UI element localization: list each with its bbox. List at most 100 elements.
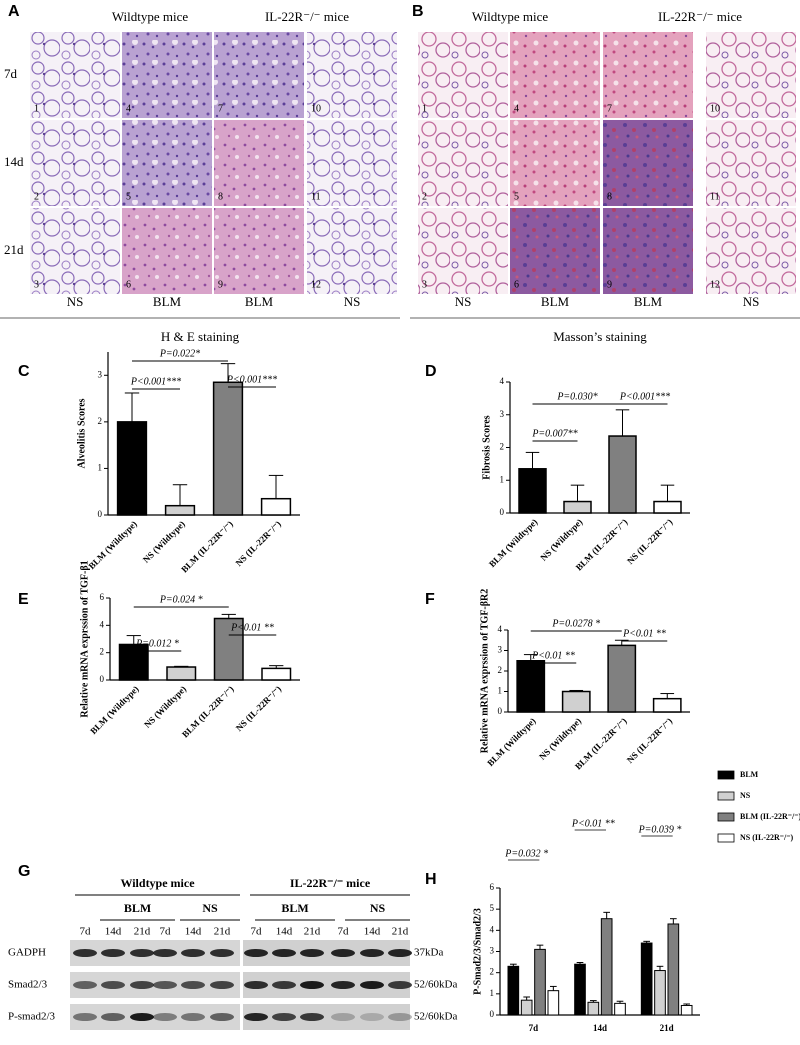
size-label: 52/60kDa [414,1011,458,1023]
size-label: 37kDa [414,947,443,959]
y-tick-label: 4 [100,619,105,629]
blot-band [181,981,205,989]
image-number: 9 [218,279,223,290]
image-number: 7 [607,103,612,114]
treatment-label: BLM [124,901,151,915]
legend-swatch [717,791,735,801]
x-tick-label: BLM (Wildtype) [485,716,537,768]
micrograph [418,208,508,294]
y-tick-label: 6 [100,592,105,602]
bar [520,999,533,1016]
image-number: 3 [422,279,427,290]
row-label: 7d [4,66,18,81]
blot-band [331,949,355,957]
lane-label: 14d [105,926,122,938]
blot-band [181,949,205,957]
column-label: NS [344,294,361,309]
size-label: 52/60kDa [414,979,458,991]
blot-band [388,1013,412,1021]
y-tick-label: 2 [498,665,503,675]
bar [518,468,547,514]
y-tick-label: 3 [498,645,503,655]
staining-caption: H & E staining [161,329,240,344]
bar [116,421,148,516]
panel-label: B [412,3,424,20]
row-label: P-smad2/3 [8,1011,56,1023]
micrograph [307,208,397,294]
image-number: 4 [126,103,131,114]
bar [608,435,637,514]
row-label: Smad2/3 [8,979,48,991]
blot-band [331,981,355,989]
blot-band [73,1013,97,1021]
x-tick-label: 7d [529,1023,539,1033]
image-number: 1 [422,103,427,114]
blot-band [101,949,125,957]
micrograph [307,32,397,118]
bar [547,990,560,1016]
image-number: 8 [218,191,223,202]
micrograph [214,208,304,294]
significance-label: P<0.01 ** [531,650,575,661]
x-tick-label: NS (Wildtype) [537,716,583,762]
y-tick-label: 0 [490,1009,495,1019]
bar [260,497,292,516]
significance-label: P=0.007** [531,428,577,439]
row-label: 21d [4,242,24,257]
x-tick-label: BLM (IL-22R⁻/⁻) [180,684,236,740]
image-number: 6 [126,279,131,290]
micrograph [122,120,212,206]
y-axis-label: Relative mRNA exprssion of TGF-βR2 [479,589,490,754]
image-number: 11 [311,191,321,202]
column-label: NS [455,294,472,309]
treatment-label: NS [202,901,218,915]
y-tick-label: 0 [500,507,505,517]
y-tick-label: 2 [100,647,105,657]
bar [667,923,680,1016]
blot-band [272,1013,296,1021]
panel-label: D [425,363,437,380]
lane-label: 7d [80,926,92,938]
blot-band [153,981,177,989]
y-tick-label: 0 [100,674,105,684]
significance-label: P<0.01 ** [571,818,615,829]
bar [652,697,682,713]
x-tick-label: BLM (Wildtype) [487,517,539,569]
bar [166,666,197,681]
bar [587,1001,600,1016]
legend-label: BLM (IL-22R⁻/⁻) [740,812,800,821]
blot-band [300,981,324,989]
image-number: 5 [126,191,131,202]
lane-label: 14d [276,926,293,938]
micrograph [706,208,796,294]
significance-label: P<0.01 ** [622,628,666,639]
lane-label: 21d [134,926,151,938]
x-tick-label: 21d [660,1023,674,1033]
bar [574,963,586,1016]
y-axis-label: Relative mRNA exprssion of TGF-β1 [79,560,90,717]
micrograph [30,120,120,206]
image-number: 11 [710,191,720,202]
group-label: Wildtype mice [472,9,549,24]
bar [164,504,196,516]
micrograph [510,208,600,294]
micrograph [122,32,212,118]
x-tick-label: NS (Wildtype) [141,519,187,565]
y-tick-label: 1 [500,474,505,484]
y-axis-label: Alveolitis Scores [76,398,87,468]
y-tick-label: 1 [98,462,103,472]
significance-label: P=0.039 * [638,824,682,835]
group-label: IL-22R⁻/⁻ mice [265,9,349,24]
x-tick-label: BLM (Wildtype) [86,519,138,571]
significance-label: P<0.01 ** [230,622,274,633]
bar [640,942,653,1016]
blot-band [244,949,268,957]
bar [654,970,666,1016]
micrograph [30,208,120,294]
lane-label: 14d [185,926,202,938]
legend-label: BLM [740,770,759,779]
significance-label: P=0.012 * [135,638,179,649]
y-tick-label: 5 [490,903,495,913]
significance-label: P<0.001*** [226,374,277,385]
blot-strip [243,972,410,998]
